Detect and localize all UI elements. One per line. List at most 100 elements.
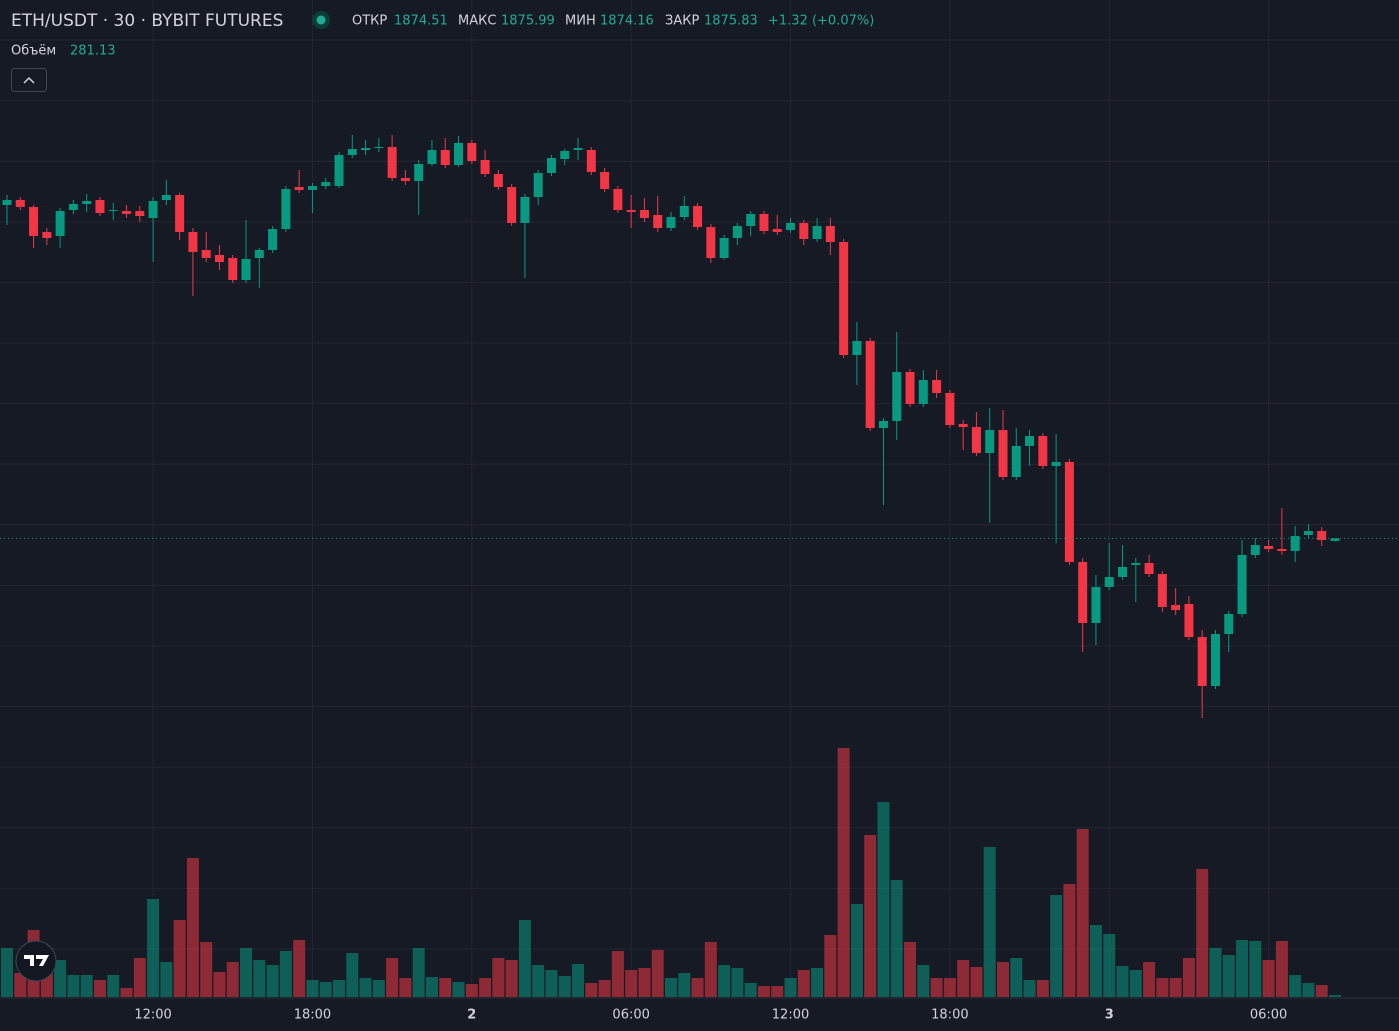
candle-body [958, 424, 968, 427]
x-tick-label: 06:00 [1250, 1008, 1287, 1023]
volume-bar [1143, 962, 1156, 997]
volume-bar [1329, 994, 1341, 997]
open-label: ОТКР [352, 14, 387, 29]
candle-body [825, 226, 835, 242]
candle-body [374, 147, 384, 148]
x-tick-label: 18:00 [294, 1008, 331, 1023]
candle-body [1197, 637, 1207, 686]
candle-body [1317, 531, 1327, 540]
status-dot [316, 15, 326, 25]
volume-bar [1289, 975, 1302, 997]
volume-bar [1182, 958, 1195, 997]
high-value: 1875.99 [501, 14, 555, 29]
volume-bar [877, 802, 890, 997]
candle-body [387, 147, 397, 178]
volume-bar [771, 986, 784, 997]
volume-bar [200, 942, 213, 997]
volume-bar [1, 948, 13, 997]
candle-body [15, 200, 25, 207]
low-label: МИН [565, 14, 596, 29]
volume-bar [306, 980, 319, 997]
candle-body [560, 151, 570, 159]
candle-body [228, 258, 238, 280]
change-value: +1.32 (+0.07%) [768, 14, 874, 29]
candle-body [706, 227, 716, 258]
x-tick-label: 3 [1105, 1008, 1114, 1023]
x-tick-label: 18:00 [931, 1008, 968, 1023]
candle-body [122, 211, 132, 214]
candle-body [679, 206, 689, 217]
low-value: 1874.16 [600, 14, 654, 29]
volume-bar [784, 978, 797, 997]
candle-body [918, 380, 928, 404]
volume-bar [651, 950, 664, 997]
candle-body [1264, 546, 1274, 549]
candle-body [268, 229, 278, 250]
candle-body [600, 172, 610, 189]
candle-body [254, 250, 264, 258]
volume-bar [904, 942, 917, 997]
x-tick-label: 2 [467, 1008, 476, 1023]
volume-bar [173, 920, 186, 997]
candle-body [175, 195, 185, 232]
volume-bar [1315, 985, 1328, 997]
volume-bar [1262, 960, 1275, 997]
volume-bar [240, 948, 253, 997]
volume-bar [80, 975, 93, 997]
candle-body [214, 255, 224, 262]
volume-bar [425, 977, 438, 997]
candle-body [1144, 563, 1154, 574]
candle-body [148, 201, 158, 218]
candle-body [1118, 567, 1128, 577]
candle-body [759, 214, 769, 231]
candle-body [546, 158, 556, 173]
collapse-button[interactable] [11, 68, 47, 92]
candle-body [1078, 562, 1088, 623]
close-value: 1875.83 [704, 14, 758, 29]
volume-bar [1236, 940, 1249, 997]
volume-bar [1103, 934, 1116, 997]
volume-bar [319, 982, 332, 997]
candle-body [55, 211, 65, 236]
volume-bar [1302, 983, 1315, 997]
candle-body [520, 197, 530, 223]
candle-body [693, 206, 703, 227]
candle-body [799, 223, 809, 239]
candle-body [1224, 614, 1234, 634]
grid [0, 0, 1399, 997]
candle-body [1038, 436, 1048, 466]
candle-body [427, 150, 437, 164]
candle-body [1237, 555, 1247, 614]
candle-body [135, 211, 145, 216]
volume-bar [1076, 829, 1089, 997]
candle-body [42, 232, 52, 238]
volume-bar [532, 965, 545, 997]
volume-bar [279, 951, 292, 997]
volume-bar [691, 978, 704, 997]
candle-body [852, 341, 862, 355]
candle-body [998, 430, 1008, 477]
candle-body [467, 143, 477, 161]
volume-bar [67, 975, 80, 997]
volume-bar [625, 970, 638, 997]
candle-body [878, 421, 888, 428]
volume-bar [638, 968, 651, 997]
volume-bar [359, 978, 372, 997]
candle-body [812, 226, 822, 239]
volume-bar [120, 988, 133, 997]
logo [15, 940, 57, 982]
candle-body [321, 182, 331, 186]
candle-body [1171, 605, 1181, 610]
volume-bar [983, 847, 996, 997]
candle-body [241, 259, 251, 280]
volume-bar [1169, 978, 1182, 997]
volume-bar [452, 982, 465, 997]
volume-bar [147, 899, 160, 997]
volume-bar [864, 835, 877, 997]
volume-bar [1036, 980, 1049, 997]
volume-bar [1156, 978, 1169, 997]
volume-bar [824, 935, 837, 997]
volume-bar [757, 986, 770, 997]
volume-bar [957, 960, 970, 997]
volume-bar [678, 973, 691, 997]
